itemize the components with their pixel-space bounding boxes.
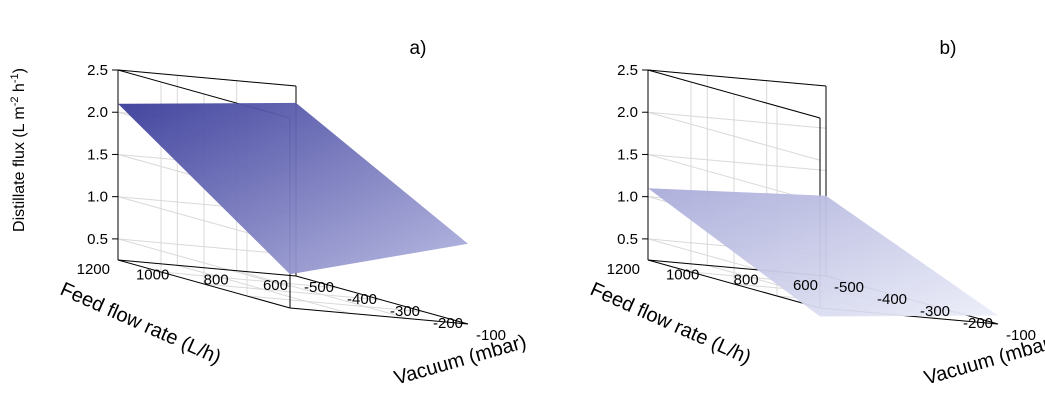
x-tick-label: 1200: [77, 261, 110, 278]
z-tick-label: 2.0: [617, 104, 638, 121]
y-tick-label: -400: [347, 291, 377, 308]
response-surface: [648, 188, 998, 317]
response-surface: [118, 102, 468, 275]
x-tick-label: 600: [263, 277, 288, 294]
x-tick-label: 1000: [666, 266, 699, 283]
gridline: [117, 238, 297, 256]
y-tick-label: -500: [304, 279, 334, 296]
z-tick-label: 2.5: [617, 62, 638, 79]
y-tick-label: -400: [877, 291, 907, 308]
gridline: [203, 283, 383, 301]
gridline: [647, 111, 827, 129]
axis-edge: [117, 259, 297, 277]
z-tick-label: 1.0: [87, 189, 108, 206]
y-tick-label: -300: [920, 303, 950, 320]
y-axis-label: Vacuum (mbar): [392, 331, 529, 390]
gridline: [246, 295, 426, 313]
axis-edge: [647, 69, 827, 87]
z-tick-label: 1.0: [617, 189, 638, 206]
x-tick-label: 1000: [136, 266, 169, 283]
surface-chart-a: 0.5 1.0 1.5 2.0 2.5 600 800 1000 1200 -500 -400 -30…: [57, 38, 529, 390]
axis-edge: [117, 259, 291, 309]
y-tick-label: -300: [390, 303, 420, 320]
z-tick-label: 1.5: [617, 146, 638, 163]
y-tick-label: -100: [1006, 327, 1036, 344]
x-axis-label: Feed flow rate (L/h): [57, 278, 224, 369]
axis-edge: [647, 259, 821, 309]
axis-edge: [117, 69, 297, 87]
z-tick-label: 0.5: [617, 231, 638, 248]
panel-label: b): [940, 38, 957, 59]
z-tick-label: 2.5: [87, 62, 108, 79]
panel-label: a): [410, 38, 427, 59]
x-tick-label: 800: [734, 272, 759, 289]
axis-edge: [289, 307, 469, 325]
z-axis-label: Distillate flux (L m-2 h-1): [9, 68, 28, 232]
x-axis-label: Feed flow rate (L/h): [587, 278, 754, 369]
surface-chart-b: 0.5 1.0 1.5 2.0 2.5 600 800 1000 1200 -500 -400 -30…: [587, 38, 1045, 390]
y-axis-label: Vacuum (mbar): [922, 331, 1045, 390]
z-tick-label: 0.5: [87, 231, 108, 248]
x-tick-label: 800: [204, 272, 229, 289]
axis-edge: [647, 69, 821, 119]
gridline: [160, 271, 340, 289]
z-tick-label: 2.0: [87, 104, 108, 121]
gridline: [647, 153, 827, 171]
x-tick-label: 1200: [607, 261, 640, 278]
y-tick-label: -500: [834, 279, 864, 296]
x-tick-label: 600: [793, 277, 818, 294]
y-tick-label: -200: [963, 315, 993, 332]
y-tick-label: -100: [476, 327, 506, 344]
y-tick-label: -200: [433, 315, 463, 332]
axis-edge: [295, 275, 469, 325]
z-tick-label: 1.5: [87, 146, 108, 163]
